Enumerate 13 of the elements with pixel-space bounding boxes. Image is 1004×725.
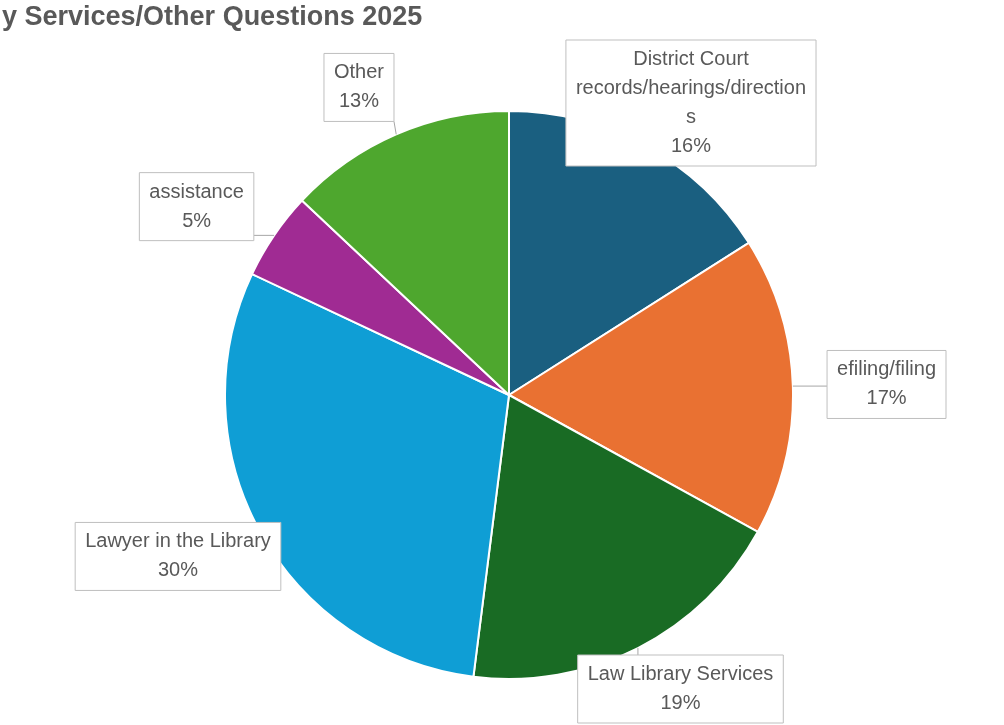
- slice-label: efiling/filing: [837, 357, 937, 380]
- data-label: 30%: [157, 558, 199, 581]
- slice-label: Lawyer in the Library: [85, 529, 271, 552]
- data-label: 19%: [660, 691, 701, 714]
- slice-label: assistance: [149, 179, 244, 202]
- data-label: 5%: [182, 208, 212, 231]
- data-label: 17%: [866, 386, 907, 409]
- chart-title: y Services/Other Questions 2025: [2, 0, 423, 31]
- data-label: 13%: [338, 89, 380, 112]
- slice-label: Other: [333, 60, 385, 83]
- slice-label: Law Library Services: [587, 662, 774, 685]
- slice-label: District Court records/hearings/directions: [575, 47, 807, 128]
- data-label: 16%: [670, 134, 712, 157]
